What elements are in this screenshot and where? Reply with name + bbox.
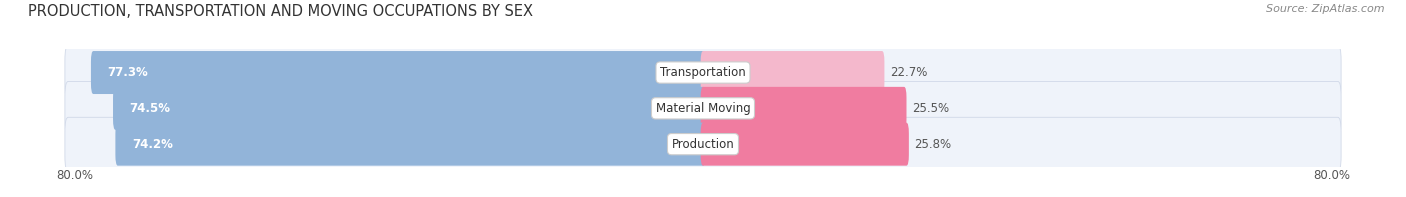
Text: 25.8%: 25.8% — [914, 138, 952, 151]
Text: Material Moving: Material Moving — [655, 102, 751, 115]
FancyBboxPatch shape — [65, 82, 1341, 135]
FancyBboxPatch shape — [700, 123, 908, 166]
Text: 77.3%: 77.3% — [107, 66, 148, 79]
Text: 25.5%: 25.5% — [912, 102, 949, 115]
FancyBboxPatch shape — [91, 51, 706, 94]
FancyBboxPatch shape — [65, 117, 1341, 171]
FancyBboxPatch shape — [700, 87, 907, 130]
FancyBboxPatch shape — [115, 123, 706, 166]
Text: 74.5%: 74.5% — [129, 102, 170, 115]
Text: Transportation: Transportation — [661, 66, 745, 79]
Text: 22.7%: 22.7% — [890, 66, 928, 79]
Text: 80.0%: 80.0% — [56, 168, 93, 181]
Text: Source: ZipAtlas.com: Source: ZipAtlas.com — [1267, 4, 1385, 14]
Text: 80.0%: 80.0% — [1313, 168, 1350, 181]
FancyBboxPatch shape — [700, 51, 884, 94]
Text: PRODUCTION, TRANSPORTATION AND MOVING OCCUPATIONS BY SEX: PRODUCTION, TRANSPORTATION AND MOVING OC… — [28, 4, 533, 19]
Text: 74.2%: 74.2% — [132, 138, 173, 151]
Text: Production: Production — [672, 138, 734, 151]
FancyBboxPatch shape — [112, 87, 706, 130]
FancyBboxPatch shape — [65, 46, 1341, 99]
